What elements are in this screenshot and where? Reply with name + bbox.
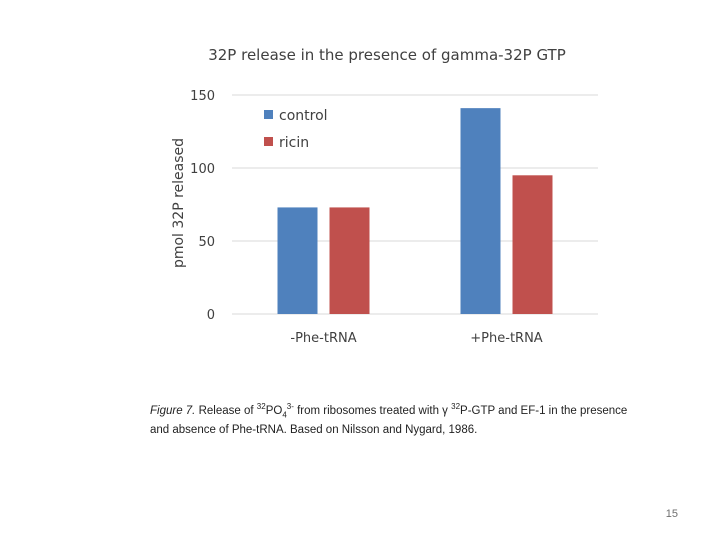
bar-control-1 [277,207,318,314]
chart-title: 32P release in the presence of gamma-32P… [208,46,566,64]
y-tick-label: 50 [198,235,215,250]
legend: control ricin [264,108,328,151]
y-axis-title: pmol 32P released [171,138,187,268]
caption-formula-subscript: 4 [282,410,287,420]
caption-text-end: P-GTP and EF-1 in the presence and absen… [150,405,628,436]
x-category-label: -Phe-tRNA [290,331,356,346]
caption-text-mid: from ribosomes treated with γ [297,405,448,417]
legend-swatch-control [264,110,273,119]
caption-figure-label: Figure 7. [150,405,196,417]
bar-ricin-1 [329,207,370,314]
caption-formula-charge: 3- [286,402,294,412]
page-number: 15 [665,508,678,520]
y-tick-label: 0 [207,308,215,323]
bars [277,108,553,314]
y-tick-label: 150 [190,89,215,104]
caption-formula-isotope: 32 [256,402,266,412]
y-tick-label: 100 [190,162,215,177]
bar-ricin-2 [512,175,553,314]
caption-text-start: Release of [198,405,254,417]
figure-caption: Figure 7. Release of 32PO43- from riboso… [150,402,630,440]
x-axis-categories: -Phe-tRNA +Phe-tRNA [290,331,542,346]
caption-gtp-isotope: 32 [451,402,461,412]
legend-swatch-ricin [264,137,273,146]
bar-control-2 [460,108,501,314]
y-axis-ticks: 0 50 100 150 [190,89,215,323]
x-category-label: +Phe-tRNA [470,331,543,346]
legend-label-ricin: ricin [279,135,309,151]
caption-formula-body: PO [265,405,283,417]
bar-chart: 32P release in the presence of gamma-32P… [171,46,598,346]
legend-label-control: control [279,108,328,124]
